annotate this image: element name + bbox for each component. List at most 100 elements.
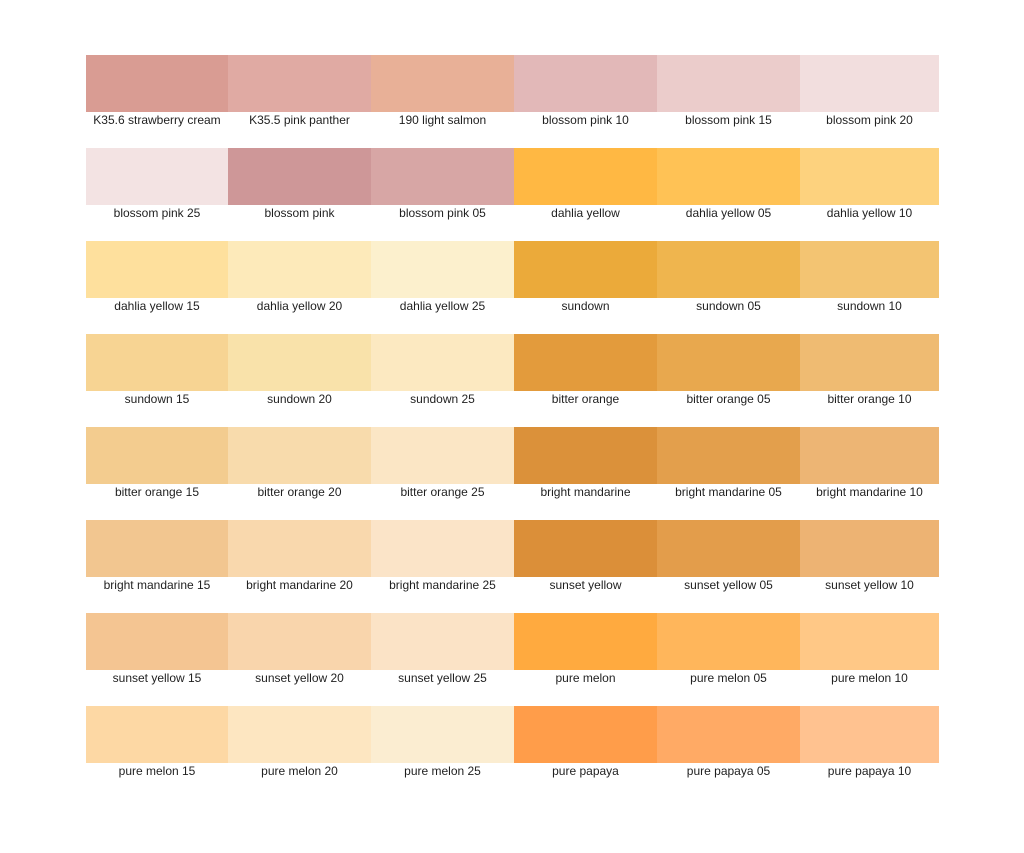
swatch-card: pure papaya 10 — [800, 706, 939, 782]
swatch-card: blossom pink — [228, 148, 371, 224]
color-swatch — [800, 427, 939, 484]
swatch-label: dahlia yellow 25 — [399, 299, 486, 313]
color-swatch — [86, 55, 228, 112]
swatch-card: pure melon 05 — [657, 613, 800, 689]
swatch-label: sundown 20 — [267, 392, 332, 406]
swatch-label: K35.5 pink panther — [249, 113, 350, 127]
color-swatch — [800, 706, 939, 763]
swatch-label: sunset yellow 15 — [112, 671, 202, 685]
color-swatch — [228, 520, 371, 577]
color-swatch — [657, 613, 800, 670]
swatch-card: sundown — [514, 241, 657, 317]
swatch-card: pure melon — [514, 613, 657, 689]
swatch-label: sunset yellow 20 — [255, 671, 344, 685]
swatch-label: dahlia yellow — [551, 206, 620, 220]
swatch-card: bright mandarine — [514, 427, 657, 503]
swatch-card: sundown 15 — [86, 334, 228, 410]
swatch-label: bright mandarine 05 — [675, 485, 782, 499]
swatch-label: blossom pink 25 — [113, 206, 201, 220]
swatch-label: sunset yellow — [549, 578, 622, 592]
swatch-card: sunset yellow 10 — [800, 520, 939, 596]
color-swatch — [514, 148, 657, 205]
color-swatch — [800, 148, 939, 205]
swatch-label: sunset yellow 10 — [825, 578, 914, 592]
swatch-card: dahlia yellow 15 — [86, 241, 228, 317]
swatch-card: sunset yellow — [514, 520, 657, 596]
swatch-label: pure melon 15 — [118, 764, 196, 778]
swatch-card: blossom pink 25 — [86, 148, 228, 224]
swatch-label: pure melon 10 — [831, 671, 908, 685]
color-swatch — [371, 241, 514, 298]
swatch-label: pure melon 20 — [261, 764, 338, 778]
color-swatch — [371, 613, 514, 670]
swatch-card: bright mandarine 05 — [657, 427, 800, 503]
swatch-label: bright mandarine 15 — [103, 578, 211, 592]
swatch-card: sundown 10 — [800, 241, 939, 317]
swatch-label: sundown 25 — [410, 392, 475, 406]
swatch-label: pure melon — [555, 671, 616, 685]
swatch-card: K35.6 strawberry cream — [86, 55, 228, 131]
swatch-card: bright mandarine 20 — [228, 520, 371, 596]
swatch-card: bitter orange — [514, 334, 657, 410]
swatch-card: bright mandarine 25 — [371, 520, 514, 596]
swatch-label: dahlia yellow 10 — [826, 206, 913, 220]
swatch-card: blossom pink 10 — [514, 55, 657, 131]
color-swatch — [228, 148, 371, 205]
swatch-card: pure papaya — [514, 706, 657, 782]
color-swatch — [228, 427, 371, 484]
swatch-label: blossom pink 10 — [542, 113, 629, 127]
color-swatch — [800, 55, 939, 112]
swatch-card: blossom pink 20 — [800, 55, 939, 131]
color-swatch — [86, 706, 228, 763]
swatch-card: pure melon 20 — [228, 706, 371, 782]
swatch-card: pure melon 15 — [86, 706, 228, 782]
swatch-label: dahlia yellow 20 — [256, 299, 343, 313]
swatch-card: sundown 05 — [657, 241, 800, 317]
color-swatch — [514, 334, 657, 391]
color-swatch — [86, 427, 228, 484]
swatch-card: dahlia yellow — [514, 148, 657, 224]
swatch-label: sundown 05 — [696, 299, 761, 313]
swatch-label: bitter orange 05 — [686, 392, 771, 406]
swatch-card: pure papaya 05 — [657, 706, 800, 782]
color-swatch — [800, 334, 939, 391]
swatch-card: bitter orange 25 — [371, 427, 514, 503]
swatch-label: bright mandarine 25 — [389, 578, 496, 592]
swatch-card: 190 light salmon — [371, 55, 514, 131]
swatch-card: blossom pink 05 — [371, 148, 514, 224]
swatch-card: bitter orange 20 — [228, 427, 371, 503]
color-swatch — [228, 241, 371, 298]
swatch-label: bitter orange 25 — [400, 485, 485, 499]
swatch-label: bitter orange 20 — [257, 485, 342, 499]
color-swatch — [514, 706, 657, 763]
color-swatch — [657, 55, 800, 112]
color-swatch — [371, 55, 514, 112]
color-swatch — [86, 613, 228, 670]
color-swatch — [86, 241, 228, 298]
swatch-label: 190 light salmon — [398, 113, 487, 127]
swatch-label: sundown 15 — [124, 392, 190, 406]
color-swatch — [371, 427, 514, 484]
color-swatch — [514, 427, 657, 484]
color-swatch — [228, 706, 371, 763]
color-swatch — [514, 241, 657, 298]
swatch-label: dahlia yellow 15 — [114, 299, 200, 313]
swatch-card: sunset yellow 15 — [86, 613, 228, 689]
swatch-label: bitter orange 10 — [827, 392, 912, 406]
swatch-card: pure melon 10 — [800, 613, 939, 689]
color-swatch — [86, 520, 228, 577]
swatch-label: K35.6 strawberry cream — [93, 113, 221, 127]
color-swatch — [657, 148, 800, 205]
color-swatch — [371, 520, 514, 577]
swatch-card: sundown 20 — [228, 334, 371, 410]
color-swatch — [514, 520, 657, 577]
swatch-card: bright mandarine 10 — [800, 427, 939, 503]
color-swatch — [371, 334, 514, 391]
swatch-label: blossom pink 15 — [685, 113, 772, 127]
swatch-label: dahlia yellow 05 — [685, 206, 772, 220]
swatch-label: bright mandarine 10 — [816, 485, 923, 499]
swatch-label: bitter orange 15 — [114, 485, 200, 499]
swatch-label: blossom pink 05 — [399, 206, 486, 220]
swatch-card: bitter orange 05 — [657, 334, 800, 410]
swatch-card: sunset yellow 25 — [371, 613, 514, 689]
